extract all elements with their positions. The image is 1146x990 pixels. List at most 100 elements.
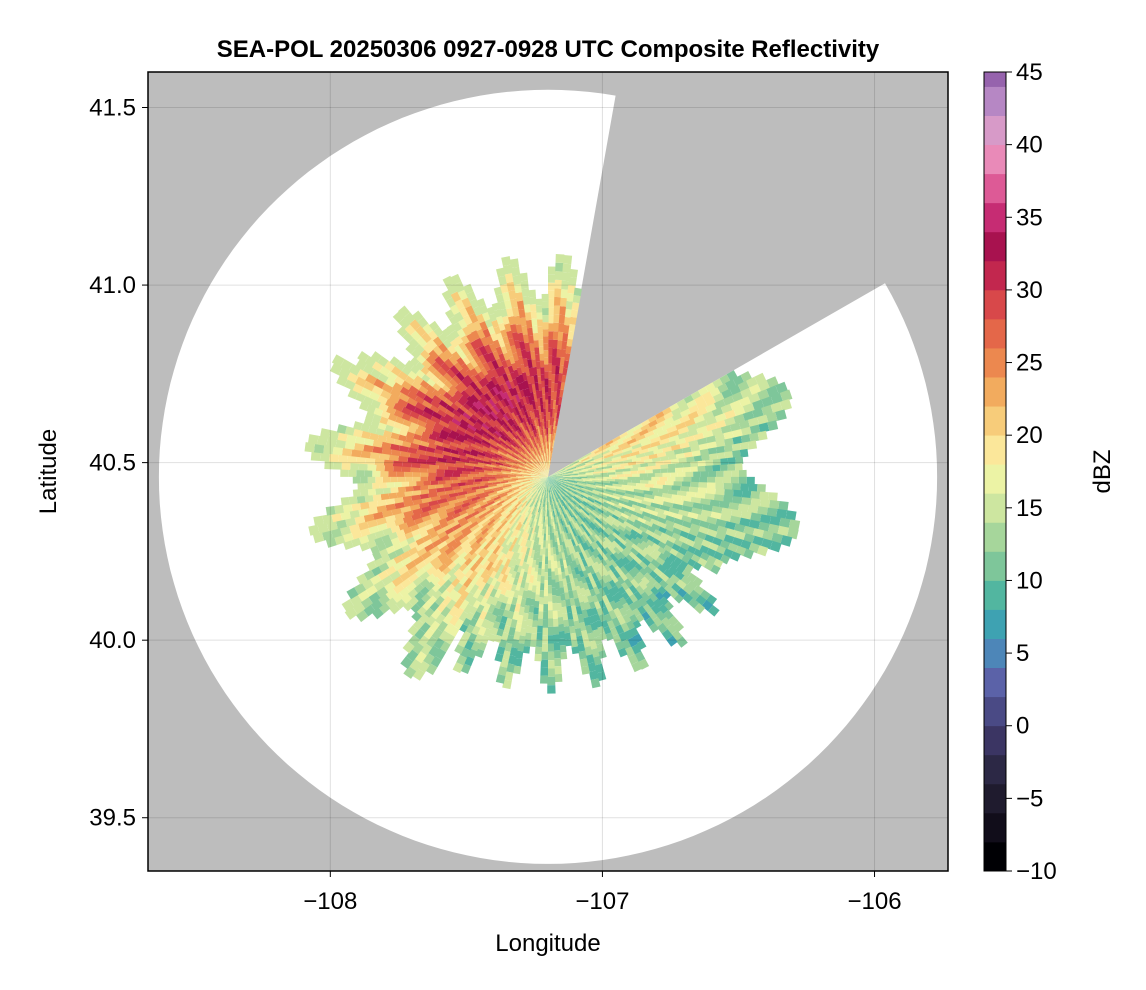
echo-cell	[686, 456, 695, 463]
echo-cell	[350, 462, 360, 471]
echo-cell	[517, 391, 523, 400]
echo-cell	[503, 397, 510, 407]
echo-cell	[479, 416, 487, 424]
echo-cell	[514, 497, 522, 505]
echo-cell	[510, 528, 518, 538]
echo-cell	[363, 513, 375, 523]
echo-cell	[546, 468, 548, 477]
echo-cell	[406, 396, 418, 407]
echo-cell	[505, 439, 513, 446]
echo-cell	[529, 506, 535, 515]
echo-cell	[548, 476, 556, 477]
echo-cell	[675, 452, 685, 460]
echo-cell	[420, 349, 431, 360]
echo-cell	[596, 547, 604, 555]
echo-cell	[442, 483, 451, 488]
echo-cell	[399, 570, 411, 582]
echo-cell	[623, 521, 631, 528]
echo-cell	[640, 419, 651, 428]
echo-cell	[640, 439, 652, 447]
echo-cell	[544, 476, 548, 485]
echo-cell	[482, 467, 493, 471]
echo-cell	[524, 441, 530, 449]
echo-cell	[455, 428, 466, 437]
echo-cell	[566, 465, 576, 471]
echo-cell	[498, 459, 507, 464]
echo-cell	[778, 501, 789, 512]
echo-cell	[752, 528, 765, 539]
echo-cell	[523, 462, 532, 469]
echo-cell	[503, 366, 511, 376]
echo-cell	[678, 457, 687, 464]
echo-cell	[555, 581, 560, 590]
echo-cell	[630, 558, 639, 567]
echo-cell	[542, 547, 546, 555]
echo-cell	[542, 611, 548, 620]
echo-cell	[568, 509, 574, 517]
echo-cell	[463, 603, 473, 615]
echo-cell	[611, 528, 621, 536]
echo-cell	[548, 476, 552, 485]
echo-cell	[511, 487, 520, 492]
echo-cell	[431, 582, 442, 593]
echo-cell	[761, 396, 774, 408]
echo-cell	[645, 597, 656, 609]
echo-cell	[432, 388, 442, 398]
echo-cell	[483, 460, 492, 465]
echo-cell	[431, 568, 442, 578]
echo-cell	[557, 404, 562, 412]
echo-cell	[638, 525, 648, 534]
echo-cell	[474, 458, 484, 464]
echo-cell	[655, 610, 667, 622]
echo-cell	[548, 476, 554, 484]
echo-cell	[566, 496, 573, 503]
echo-cell	[643, 458, 653, 464]
echo-cell	[599, 531, 607, 539]
echo-cell	[515, 323, 523, 334]
echo-cell	[688, 486, 699, 494]
echo-cell	[434, 355, 445, 367]
echo-cell	[553, 500, 557, 509]
echo-cell	[481, 436, 491, 443]
echo-cell	[631, 497, 642, 504]
echo-cell	[499, 439, 507, 446]
echo-cell	[520, 454, 527, 460]
echo-cell	[436, 620, 448, 633]
echo-cell	[522, 612, 529, 622]
echo-cell	[447, 466, 458, 471]
echo-cell	[631, 566, 640, 575]
echo-cell	[667, 489, 678, 496]
echo-cell	[420, 471, 429, 477]
echo-cell	[594, 508, 602, 515]
echo-cell	[521, 471, 531, 474]
echo-cell	[523, 492, 531, 499]
echo-cell	[520, 473, 530, 476]
echo-cell	[618, 533, 628, 542]
echo-cell	[533, 533, 538, 543]
echo-cell	[575, 489, 584, 494]
echo-cell	[626, 427, 636, 435]
echo-cell	[472, 423, 482, 432]
echo-cell	[563, 476, 571, 477]
echo-cell	[380, 470, 389, 477]
echo-cell	[544, 470, 548, 477]
echo-cell	[422, 411, 433, 420]
echo-cell	[624, 597, 634, 606]
echo-cell	[606, 508, 615, 515]
echo-cell	[484, 344, 493, 355]
echo-cell	[438, 433, 448, 440]
echo-cell	[518, 477, 527, 479]
echo-cell	[502, 291, 511, 302]
echo-cell	[587, 491, 596, 496]
echo-cell	[498, 436, 506, 443]
echo-cell	[637, 470, 646, 475]
echo-cell	[464, 387, 474, 397]
echo-cell	[623, 528, 632, 536]
echo-cell	[535, 432, 539, 441]
echo-cell	[690, 444, 701, 453]
echo-cell	[562, 502, 567, 511]
echo-cell	[470, 516, 480, 524]
echo-cell	[487, 518, 496, 527]
echo-cell	[394, 481, 402, 488]
echo-cell	[536, 481, 543, 488]
